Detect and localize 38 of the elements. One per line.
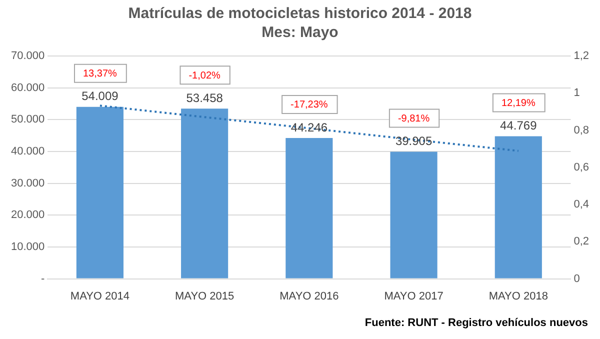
data-label: 39.905 xyxy=(395,134,432,148)
data-label: 44.246 xyxy=(290,120,328,134)
source-note: Fuente: RUNT - Registro vehículos nuevos xyxy=(364,317,588,329)
annotation: -9,81% xyxy=(398,114,430,125)
y2-tick-label: 0,6 xyxy=(574,161,590,174)
x-tick-label: MAYO 2017 xyxy=(384,290,444,302)
y2-tick-label: 0 xyxy=(574,272,580,285)
y2-tick-label: 1 xyxy=(574,87,580,100)
y-tick-label: 50.000 xyxy=(10,114,45,126)
y-tick-label: - xyxy=(40,272,45,285)
x-tick-label: MAYO 2018 xyxy=(488,290,548,302)
y-tick-label: 70.000 xyxy=(10,50,45,62)
chart-title: Matrículas de motocicletas historico 2014 - 2018 xyxy=(127,4,473,23)
x-tick-label: MAYO 2015 xyxy=(175,290,234,302)
bar xyxy=(181,108,228,278)
annotation: 13,37% xyxy=(82,68,118,80)
chart-subtitle: Mes: Mayo xyxy=(260,23,340,42)
y-tick-label: 20.000 xyxy=(10,209,45,222)
y2-tick-label: 0,2 xyxy=(574,236,590,248)
bar xyxy=(76,106,124,278)
y2-tick-label: 1,2 xyxy=(574,50,590,62)
annotation: 12,19% xyxy=(501,98,536,110)
annotation: -17,23% xyxy=(290,100,328,111)
y2-tick-label: 0,8 xyxy=(574,124,590,136)
x-tick-label: MAYO 2016 xyxy=(280,290,339,302)
y-tick-label: 40.000 xyxy=(10,146,45,158)
data-label: 44.769 xyxy=(500,118,538,133)
y-tick-label: 10.000 xyxy=(10,241,45,254)
y2-tick-label: 0,4 xyxy=(574,198,590,211)
bar xyxy=(494,136,542,278)
data-label: 54.009 xyxy=(82,89,119,104)
y-tick-label: 60.000 xyxy=(10,82,45,94)
bar xyxy=(390,152,438,278)
bar xyxy=(286,138,333,278)
data-label: 53.458 xyxy=(186,90,224,105)
annotation: -1,02% xyxy=(188,70,221,82)
y-tick-label: 30.000 xyxy=(10,177,45,190)
x-tick-label: MAYO 2014 xyxy=(70,290,130,302)
